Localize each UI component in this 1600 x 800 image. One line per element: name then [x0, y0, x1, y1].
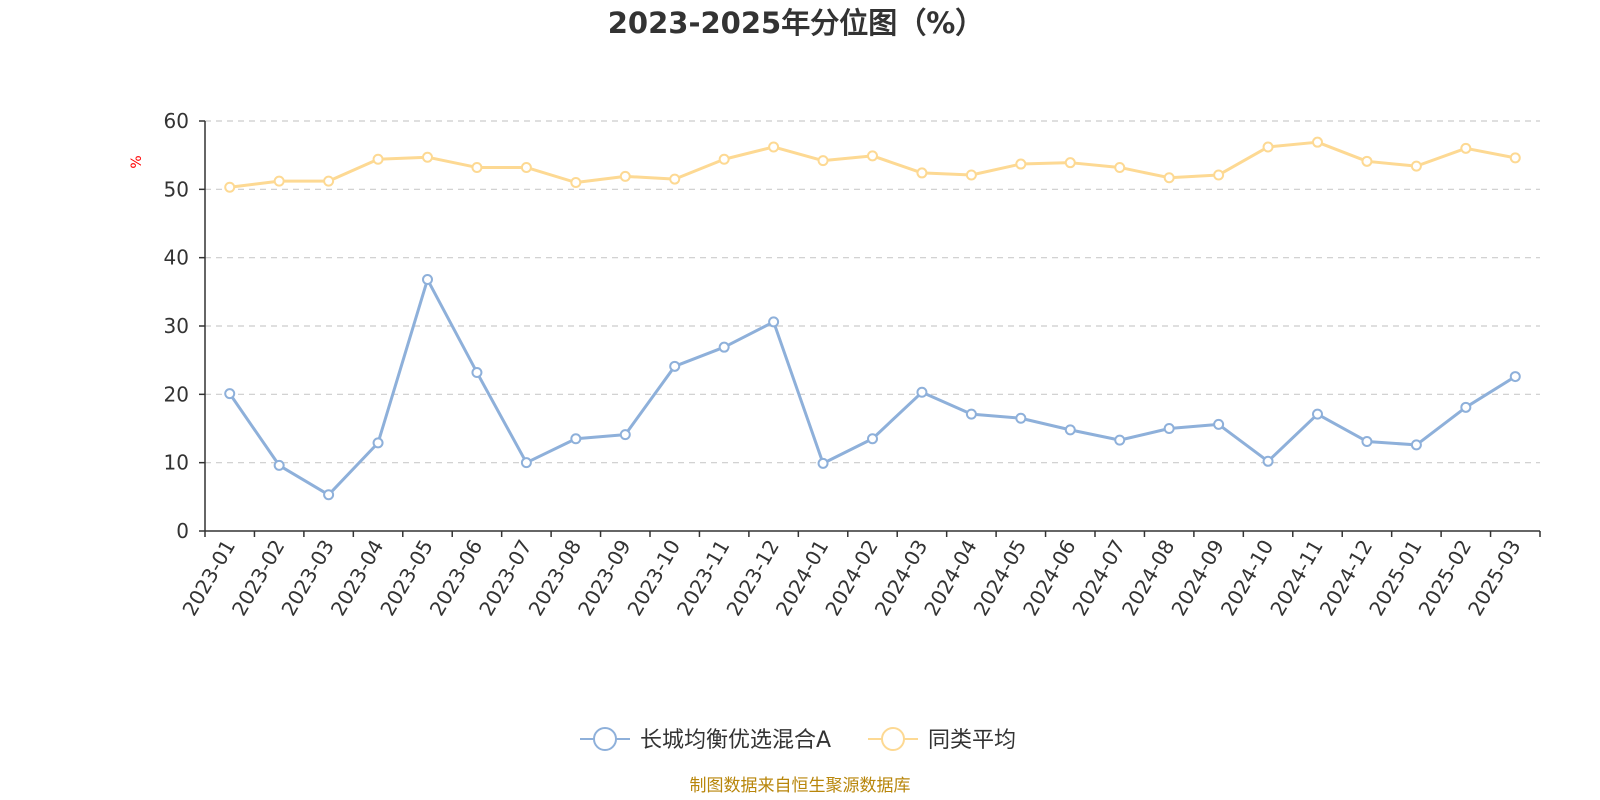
- data-point[interactable]: [1262, 141, 1274, 153]
- data-point[interactable]: [1163, 172, 1175, 184]
- data-point[interactable]: [965, 169, 977, 181]
- legend-marker: [593, 727, 617, 751]
- data-point[interactable]: [1213, 169, 1225, 181]
- gridlines: [205, 120, 1540, 464]
- data-point[interactable]: [1163, 423, 1175, 434]
- data-point[interactable]: [570, 177, 582, 188]
- data-point[interactable]: [916, 386, 928, 398]
- data-point[interactable]: [471, 161, 483, 173]
- data-point[interactable]: [1312, 136, 1323, 148]
- data-point[interactable]: [224, 388, 236, 400]
- data-point[interactable]: [1213, 418, 1225, 430]
- data-point[interactable]: [817, 457, 829, 469]
- series-group: [224, 136, 1521, 501]
- data-point[interactable]: [570, 433, 582, 445]
- data-point[interactable]: [1114, 161, 1126, 173]
- data-point[interactable]: [1361, 155, 1373, 167]
- data-point[interactable]: [867, 433, 878, 445]
- legend-marker: [881, 727, 905, 751]
- data-point[interactable]: [471, 366, 483, 378]
- data-point[interactable]: [372, 153, 384, 165]
- series-line-0: [228, 278, 1517, 497]
- data-point[interactable]: [669, 173, 681, 185]
- data-point[interactable]: [867, 150, 878, 162]
- data-point[interactable]: [1064, 424, 1076, 436]
- data-point[interactable]: [1015, 412, 1027, 424]
- data-point[interactable]: [1460, 142, 1472, 154]
- data-point[interactable]: [965, 408, 977, 420]
- data-point[interactable]: [1312, 408, 1323, 420]
- legend-item-0[interactable]: 长城均衡优选混合A: [580, 727, 831, 753]
- data-point[interactable]: [224, 181, 236, 193]
- y-tick-label: 40: [164, 246, 189, 270]
- data-point[interactable]: [520, 161, 532, 173]
- y-axis-unit: %: [129, 155, 145, 168]
- legend-label: 同类平均: [928, 728, 1016, 753]
- data-point[interactable]: [1262, 455, 1274, 467]
- data-point[interactable]: [1114, 434, 1126, 446]
- data-point[interactable]: [1509, 371, 1521, 383]
- legend-item-1[interactable]: 同类平均: [868, 727, 1016, 753]
- data-point[interactable]: [422, 274, 433, 286]
- legend[interactable]: 长城均衡优选混合A 同类平均: [580, 727, 1016, 753]
- source-note: 制图数据来自恒生聚源数据库: [690, 776, 911, 796]
- legend-label: 长城均衡优选混合A: [640, 728, 831, 753]
- data-point[interactable]: [768, 316, 780, 328]
- data-point[interactable]: [1460, 401, 1472, 413]
- data-point[interactable]: [273, 175, 285, 187]
- y-tick-label: 30: [164, 314, 189, 338]
- data-point[interactable]: [1410, 160, 1422, 172]
- data-point[interactable]: [323, 489, 335, 501]
- x-axis-ticks: 2023-012023-022023-032023-042023-052023-…: [177, 531, 1541, 620]
- data-point[interactable]: [718, 153, 730, 165]
- data-point[interactable]: [718, 341, 730, 353]
- y-tick-label: 10: [164, 451, 189, 475]
- data-point[interactable]: [619, 429, 631, 441]
- data-point[interactable]: [520, 457, 532, 469]
- data-point[interactable]: [669, 360, 681, 372]
- data-point[interactable]: [422, 151, 433, 163]
- y-tick-label: 0: [176, 519, 189, 543]
- data-point[interactable]: [372, 437, 384, 449]
- data-point[interactable]: [323, 175, 335, 187]
- data-point[interactable]: [1064, 157, 1076, 169]
- data-point[interactable]: [916, 167, 928, 179]
- data-point[interactable]: [1361, 435, 1373, 447]
- data-point[interactable]: [619, 170, 631, 182]
- y-tick-label: 20: [164, 382, 189, 406]
- data-point[interactable]: [1509, 152, 1521, 164]
- data-point[interactable]: [1410, 439, 1422, 451]
- y-axis-ticks: 0 10 20 30 40 50 60: [164, 109, 205, 543]
- y-tick-label: 50: [164, 177, 189, 201]
- series-line-1: [229, 140, 1516, 189]
- data-point[interactable]: [817, 155, 829, 167]
- data-point[interactable]: [1015, 158, 1027, 170]
- chart-title: 2023-2025年分位图（%）: [608, 6, 985, 40]
- y-tick-label: 60: [164, 109, 189, 133]
- data-point[interactable]: [273, 459, 285, 471]
- data-point[interactable]: [768, 141, 780, 153]
